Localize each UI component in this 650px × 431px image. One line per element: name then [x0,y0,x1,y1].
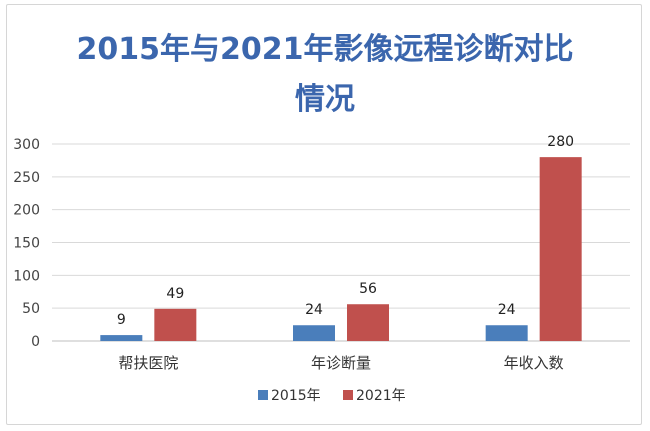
legend-label: 2021年 [356,388,406,404]
y-tick-label: 100 [13,268,40,284]
bar [485,325,528,341]
chart-title: 2015年与2021年影像远程诊断对比 [76,32,574,67]
bar-value-label: 56 [359,281,377,297]
bar [347,304,389,341]
y-tick-label: 300 [13,137,40,153]
bar-value-label: 280 [547,134,574,150]
bar-value-label: 49 [166,286,184,302]
bar [293,325,335,341]
category-label: 年收入数 [504,354,564,372]
bar [154,308,197,341]
y-tick-label: 200 [13,203,40,219]
legend-label: 2015年 [271,388,321,404]
category-label: 帮扶医院 [118,354,178,372]
y-tick-label: 250 [13,170,40,186]
bar [100,335,143,341]
bar-value-label: 24 [305,302,323,318]
chart-frame [6,4,642,425]
category-label: 年诊断量 [311,354,371,372]
bar-value-label: 24 [498,302,516,318]
y-tick-label: 150 [13,236,40,252]
bar-value-label: 9 [117,312,126,328]
y-tick-label: 50 [22,301,40,317]
legend-swatch [343,390,353,400]
chart-title-continued: 情况 [295,82,355,117]
legend-swatch [258,390,268,400]
y-tick-label: 0 [31,334,40,350]
bar [539,157,582,341]
